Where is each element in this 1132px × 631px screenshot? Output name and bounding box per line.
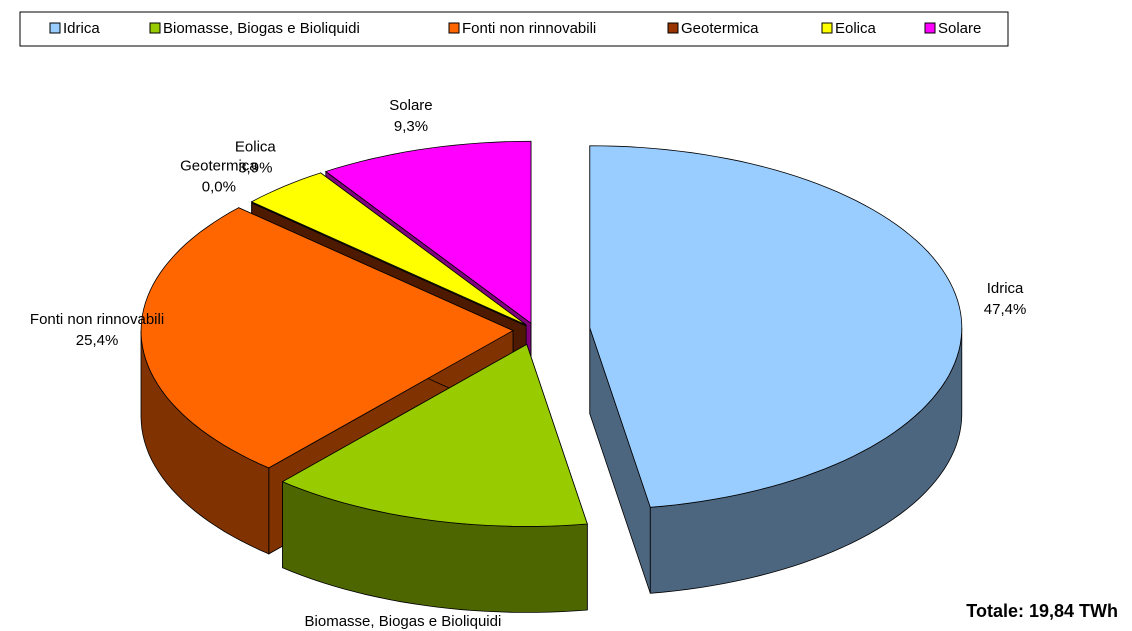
slice-value: 3,9%	[238, 160, 272, 177]
slice-top	[281, 343, 588, 527]
slice	[589, 145, 963, 594]
slice-top	[324, 140, 532, 325]
annotation: Totale: 19,84 TWh	[966, 601, 1118, 621]
slice-label: Eolica	[235, 139, 277, 156]
slice-top	[250, 172, 527, 326]
legend-label: Idrica	[63, 20, 100, 37]
slice	[281, 343, 588, 613]
legend-swatch	[49, 22, 61, 34]
slice-top	[589, 145, 963, 508]
slice-top	[251, 202, 527, 327]
legend-label: Geotermica	[681, 20, 759, 37]
legend-swatch	[667, 22, 679, 34]
slice-value: 25,4%	[76, 332, 119, 349]
slice-value: 47,4%	[984, 301, 1027, 318]
legend-label: Eolica	[835, 20, 877, 37]
legend-label: Solare	[938, 20, 981, 37]
slice-value: 9,3%	[394, 118, 428, 135]
legend-swatch	[821, 22, 833, 34]
slice-label: Biomasse, Biogas e Bioliquidi	[305, 613, 502, 630]
slice-label: Fonti non rinnovabili	[30, 311, 164, 328]
slice-top	[140, 207, 514, 469]
legend-swatch	[924, 22, 936, 34]
legend-swatch	[149, 22, 161, 34]
slice-label: Geotermica	[180, 157, 258, 174]
slice-label: Solare	[389, 97, 432, 114]
legend-label: Fonti non rinnovabili	[462, 20, 596, 37]
legend-swatch	[448, 22, 460, 34]
legend-label: Biomasse, Biogas e Bioliquidi	[163, 20, 360, 37]
slice-label: Idrica	[987, 280, 1024, 297]
legend-box	[19, 11, 1009, 47]
slice-value: 0,0%	[202, 178, 236, 195]
